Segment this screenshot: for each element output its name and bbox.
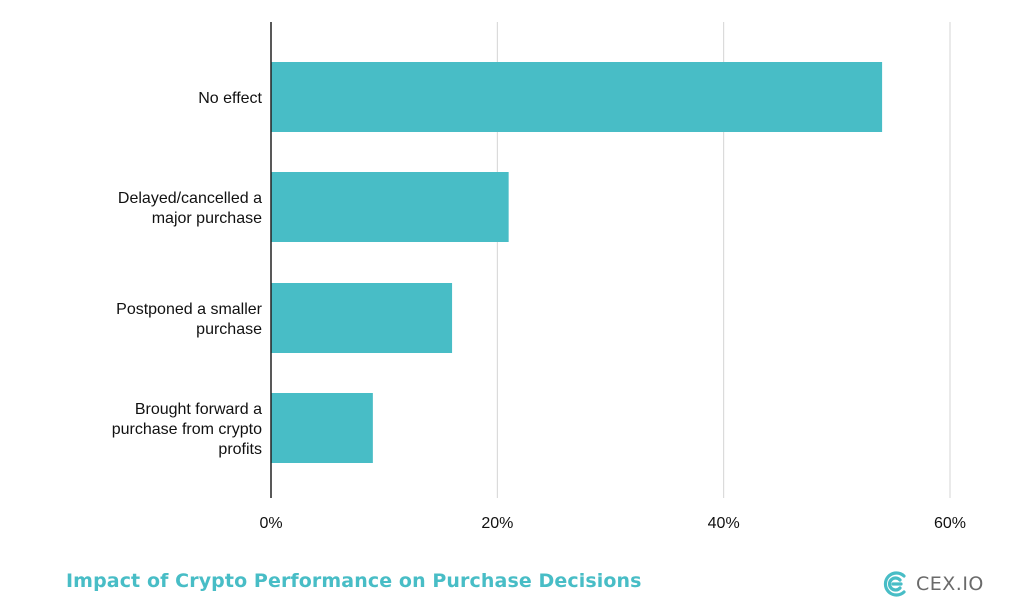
category-label: No effect <box>198 90 262 107</box>
x-tick-labels: 0% 20% 40% 60% <box>259 515 966 532</box>
category-label: purchase <box>196 321 262 338</box>
bar <box>271 172 509 242</box>
category-label: profits <box>218 441 262 458</box>
category-label: Postponed a smaller <box>116 301 263 318</box>
cex-logo: CEX.IO <box>880 568 984 600</box>
category-label: purchase from crypto <box>112 421 262 438</box>
x-tick-label: 40% <box>708 515 740 532</box>
x-tick-label: 60% <box>934 515 966 532</box>
chart-title: Impact of Crypto Performance on Purchase… <box>66 570 642 592</box>
cex-logo-icon <box>883 571 906 597</box>
logo-text: CEX.IO <box>916 573 984 595</box>
bar-chart: No effect Delayed/cancelled a major purcha… <box>112 22 966 532</box>
x-tick-label: 0% <box>259 515 282 532</box>
bar <box>271 62 883 132</box>
category-labels: No effect Delayed/cancelled a major purcha… <box>112 90 263 458</box>
x-tick-label: 20% <box>481 515 513 532</box>
category-label: Brought forward a <box>135 401 262 418</box>
category-label: Delayed/cancelled a <box>118 190 262 207</box>
bar <box>271 393 373 463</box>
category-label: major purchase <box>152 210 262 227</box>
chart-bars <box>271 62 883 463</box>
bar <box>271 283 453 353</box>
